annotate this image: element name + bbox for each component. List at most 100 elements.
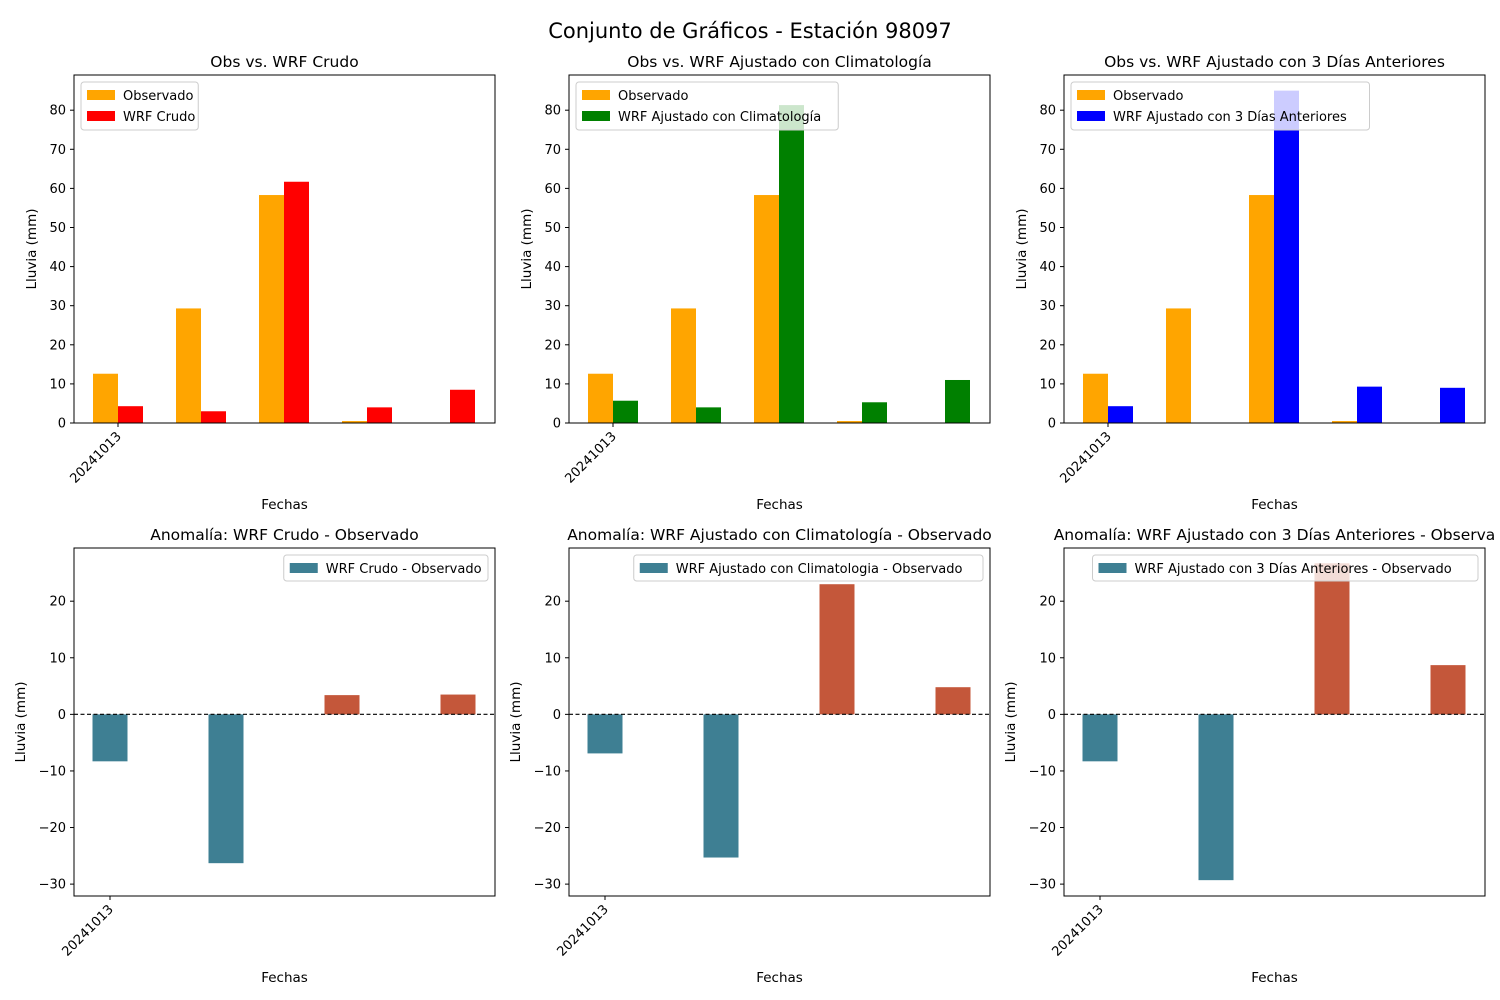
chart-panel-4: Anomalía: WRF Crudo - Observado −30 −20 −10… [13, 526, 496, 986]
legend-swatch [289, 563, 318, 573]
chart-title: Anomalía: WRF Crudo - Observado [150, 526, 419, 544]
y-tick-label: 0 [58, 708, 66, 723]
legend-swatch [1098, 563, 1127, 573]
y-tick-label: 50 [544, 221, 561, 236]
axes-frame [73, 547, 496, 897]
y-tick-label: −20 [1029, 821, 1056, 836]
legend-box [575, 81, 839, 131]
legend-label: WRF Ajustado con 3 Días Anteriores [1113, 110, 1347, 125]
y-tick-label: 10 [49, 377, 66, 392]
anomaly-bar-3 [1314, 563, 1350, 715]
chart-panel-5: Anomalía: WRF Ajustado con Climatología … [508, 526, 992, 986]
y-tick-label: 30 [1039, 299, 1056, 314]
bar-wrf-1 [118, 406, 143, 423]
bar-wrf-5 [945, 379, 970, 423]
y-axis-label: Lluvia (mm) [1003, 682, 1019, 763]
y-axis-label: Lluvia (mm) [1014, 209, 1030, 290]
bar-observado-4 [1332, 421, 1357, 423]
x-tick-label: 20241013 [1057, 429, 1114, 486]
y-tick-label: 10 [49, 651, 66, 666]
x-axis-label: Fechas [756, 497, 803, 513]
figure-title: Conjunto de Gráficos - Estación 98097 [548, 19, 952, 43]
x-tick-label: 20241013 [554, 902, 611, 959]
legend: Observado WRF Ajustado con Climatología [575, 81, 839, 131]
y-tick-label: −30 [534, 878, 561, 893]
legend-label: WRF Ajustado con Climatología [618, 110, 821, 125]
y-tick-label: 10 [1039, 651, 1056, 666]
legend-label: WRF Ajustado con Climatologia - Observad… [676, 562, 963, 577]
y-tick-label: −10 [39, 764, 66, 779]
y-tick-label: −20 [39, 821, 66, 836]
chart-title: Obs vs. WRF Crudo [210, 53, 358, 71]
bar-wrf-3 [284, 181, 309, 423]
chart-title: Anomalía: WRF Ajustado con 3 Días Anteri… [1054, 526, 1496, 544]
y-tick-label: 20 [49, 338, 66, 353]
chart-panel-3: Obs vs. WRF Ajustado con 3 Días Anterior… [1014, 53, 1486, 513]
anomaly-bar-2 [703, 714, 739, 858]
axes-frame [568, 547, 991, 897]
chart-panel-2: Obs vs. WRF Ajustado con Climatología 0 10… [519, 53, 991, 513]
bar-observado-4 [837, 421, 862, 423]
y-tick-label: 0 [553, 708, 561, 723]
y-tick-label: −10 [1029, 764, 1056, 779]
anomaly-bar-1 [92, 714, 128, 762]
bar-wrf-3 [779, 105, 804, 424]
y-tick-label: 20 [544, 595, 561, 610]
y-tick-label: 10 [1039, 377, 1056, 392]
y-tick-label: 80 [544, 104, 561, 119]
chart-title: Anomalía: WRF Ajustado con Climatología … [567, 526, 992, 544]
bar-observado-2 [671, 308, 696, 423]
bar-observado-2 [176, 308, 201, 423]
y-tick-label: 0 [1048, 708, 1056, 723]
legend: Observado WRF Ajustado con 3 Días Anterio… [1070, 81, 1370, 131]
y-tick-label: 0 [58, 417, 66, 432]
chart-title: Obs vs. WRF Ajustado con Climatología [627, 53, 932, 71]
y-tick-label: 60 [544, 182, 561, 197]
y-tick-label: 80 [49, 104, 66, 119]
bar-observado-1 [93, 373, 118, 423]
legend-swatch [639, 563, 668, 573]
legend: Observado WRF Crudo [80, 81, 199, 131]
bar-observado-3 [1249, 195, 1274, 423]
legend-label: Observado [123, 89, 194, 104]
legend-swatch [1077, 111, 1105, 121]
y-tick-label: 10 [544, 651, 561, 666]
axes-frame [568, 74, 991, 424]
x-tick-label: 20241013 [59, 902, 116, 959]
anomaly-bar-1 [587, 714, 623, 754]
y-tick-label: 80 [1039, 104, 1056, 119]
legend-label: WRF Crudo [123, 110, 195, 125]
y-tick-label: 10 [544, 377, 561, 392]
y-tick-label: 40 [49, 260, 66, 275]
bar-observado-3 [259, 195, 284, 423]
axes-frame [73, 74, 496, 424]
anomaly-bar-4 [1430, 665, 1466, 715]
y-axis-label: Lluvia (mm) [508, 682, 524, 763]
legend-label: WRF Ajustado con 3 Días Anteriores - Obs… [1135, 562, 1452, 577]
x-tick-label: 20241013 [1049, 902, 1106, 959]
y-tick-label: 40 [1039, 260, 1056, 275]
legend-box [1070, 81, 1370, 131]
chart-panel-1: Obs vs. WRF Crudo 0 10 20 30 40 50 60 70 80 202410… [24, 53, 496, 513]
y-tick-label: 60 [49, 182, 66, 197]
bar-wrf-2 [201, 411, 226, 423]
x-axis-label: Fechas [1251, 970, 1298, 986]
bar-observado-1 [1083, 373, 1108, 423]
y-tick-label: −20 [534, 821, 561, 836]
y-tick-label: 20 [1039, 338, 1056, 353]
x-axis-label: Fechas [1251, 497, 1298, 513]
panels: Obs vs. WRF Crudo 0 10 20 30 40 50 60 70 80 202410… [13, 53, 1495, 986]
legend: WRF Ajustado con Climatologia - Observad… [633, 554, 984, 582]
axes-frame [1063, 547, 1486, 897]
y-tick-label: 30 [49, 299, 66, 314]
chart-title: Obs vs. WRF Ajustado con 3 Días Anterior… [1104, 53, 1445, 71]
x-tick-label: 20241013 [562, 429, 619, 486]
x-axis-label: Fechas [261, 497, 308, 513]
anomaly-bar-4 [440, 694, 476, 715]
y-tick-label: 70 [49, 143, 66, 158]
y-tick-label: 20 [544, 338, 561, 353]
legend-label: Observado [1113, 89, 1184, 104]
bar-observado-3 [754, 195, 779, 423]
bar-observado-2 [1166, 308, 1191, 423]
y-tick-label: 0 [553, 417, 561, 432]
